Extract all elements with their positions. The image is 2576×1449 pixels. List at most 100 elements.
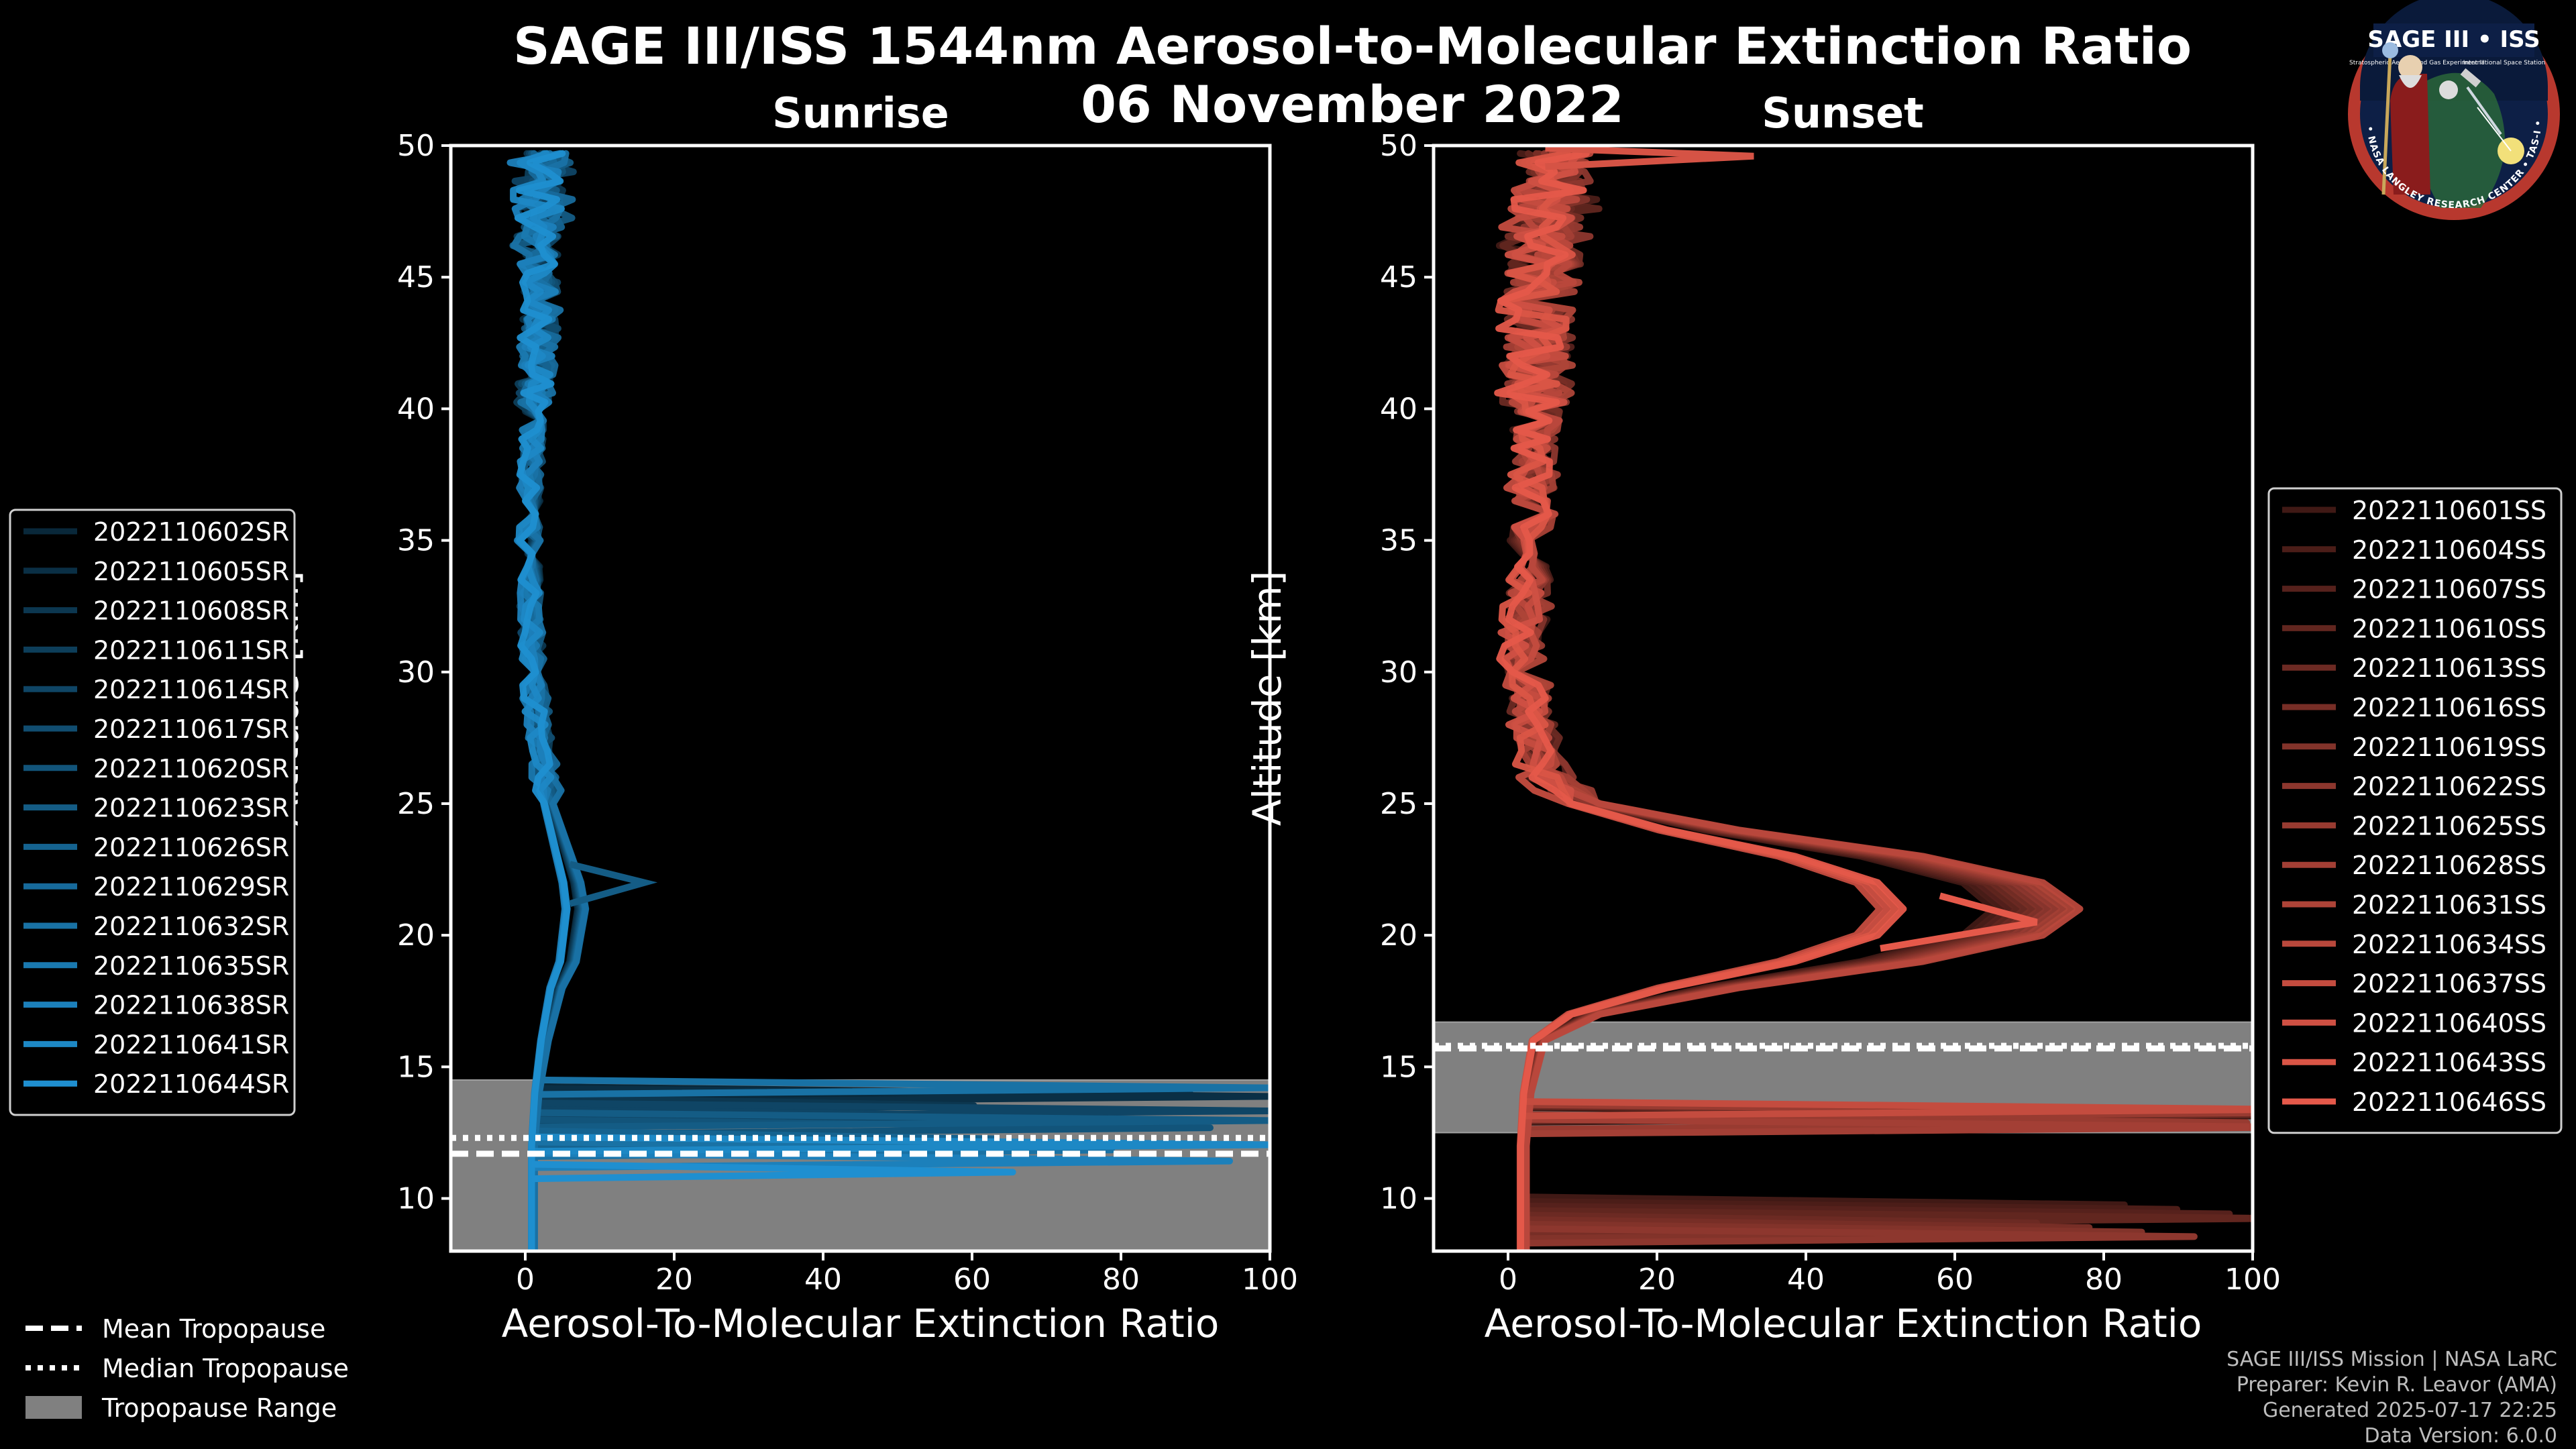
legend-label: 2022110644SR [93,1069,289,1099]
legend-frame [2267,487,2563,1134]
y-tick-label: 20 [1380,918,1417,953]
legend-label: 2022110613SS [2352,653,2546,683]
legend-label: 2022110626SR [93,833,289,862]
legend-label: 2022110601SS [2352,496,2546,525]
median-tropopause-label: Median Tropopause [102,1354,349,1383]
y-tick-label: 40 [397,392,435,426]
legend-label: 2022110632SR [93,912,289,941]
y-tick-label: 20 [397,918,435,953]
y-tick-label: 50 [1380,129,1417,163]
legend-label: 2022110641SR [93,1030,289,1059]
plot-frame [1432,144,2255,1253]
logo-subtext-right: International Space Station [2463,60,2546,66]
x-axis-label: Aerosol-To-Molecular Extinction Ratio [502,1301,1220,1346]
legend-label: 2022110605SR [93,557,289,586]
profile-excursion-2022110619SS-0 [1525,1220,2145,1242]
series-legend: 2022110602SR 2022110605SR 2022110608SR 2022… [9,508,296,1116]
y-tick-label: 30 [397,655,435,690]
y-tick-label: 30 [1380,655,1417,690]
sage-logo: SAGE III • ISS Stratospheric Aerosol and… [2348,0,2560,220]
y-tick-label: 35 [1380,524,1417,558]
y-tick-label: 10 [1380,1182,1417,1216]
x-axis-label: Aerosol-To-Molecular Extinction Ratio [1485,1301,2202,1346]
x-tick-label: 80 [2085,1263,2123,1297]
profile-top-spike [1545,146,1754,170]
legend-label: 2022110635SR [93,951,289,981]
y-tick-label: 25 [1380,787,1417,821]
legend-label: 2022110604SS [2352,535,2546,565]
profile-excursion-2022110628SS-0 [1527,1116,2253,1138]
legend-label: 2022110616SS [2352,693,2546,722]
y-axis-label: Altitude [km] [1244,571,1290,826]
y-tick-label: 35 [397,524,435,558]
x-tick-label: 60 [1936,1263,1974,1297]
profile-peak-spike [569,861,658,907]
plot-frame [449,144,1272,1253]
x-tick-label: 40 [1787,1263,1825,1297]
sunset-panel: 0 20 40 60 80 100 10 15 20 25 30 35 40 45 50 Sunset Aero… [1244,89,2563,1346]
legend-label: 2022110623SR [93,794,289,823]
logo-figure [2390,74,2430,195]
legend-label: 2022110643SS [2352,1048,2546,1077]
profile-2022110644SR [514,150,571,1251]
footer-data-version: Data Version: 6.0.0 [2365,1424,2557,1448]
profile-excursion-2022110632SR-1 [539,1076,1270,1098]
plot-area [451,146,1270,1251]
legend-label: 2022110625SS [2352,811,2546,841]
x-tick-label: 100 [1242,1263,1298,1297]
y-tick-label: 25 [397,787,435,821]
legend-label: 2022110629SR [93,872,289,902]
footer: SAGE III/ISS Mission | NASA LaRC Prepare… [2226,1348,2557,1448]
tropopause-range-label: Tropopause Range [101,1393,337,1423]
figure-title: SAGE III/ISS 1544nm Aerosol-to-Molecular… [513,16,2192,76]
panel-title: Sunrise [772,89,949,138]
tropopause-range-swatch [25,1396,82,1419]
panel-title: Sunset [1762,89,1924,138]
legend-label: 2022110634SS [2352,930,2546,959]
legend-label: 2022110646SS [2352,1087,2546,1117]
x-tick-label: 20 [1638,1263,1676,1297]
y-tick-label: 15 [397,1050,435,1084]
legend-frame [9,508,296,1116]
mean-tropopause-label: Mean Tropopause [102,1314,325,1344]
y-tick-label: 45 [397,260,435,294]
x-tick-label: 0 [1499,1263,1517,1297]
footer-mission: SAGE III/ISS Mission | NASA LaRC [2226,1348,2557,1371]
legend-label: 2022110638SR [93,991,289,1020]
x-tick-label: 40 [804,1263,842,1297]
legend-label: 2022110631SS [2352,890,2546,920]
footer-generated: Generated 2025-07-17 22:25 [2263,1399,2557,1422]
sunrise-panel: 0 20 40 60 80 100 10 15 20 25 30 35 40 45 50 Sunrise Aer… [9,89,1298,1346]
figure-date: 06 November 2022 [1081,74,1624,134]
profile-max-spike [1880,892,2038,952]
x-tick-label: 80 [1102,1263,1140,1297]
legend-label: 2022110608SR [93,596,289,626]
x-tick-label: 60 [953,1263,991,1297]
legend-label: 2022110614SR [93,675,289,704]
y-tick-label: 40 [1380,392,1417,426]
series-legend: 2022110601SS 2022110604SS 2022110607SS 2022… [2267,487,2563,1134]
profile-excursion-2022110623SR-0 [535,1109,1270,1131]
x-tick-label: 100 [2224,1263,2281,1297]
legend-label: 2022110610SS [2352,614,2546,643]
y-tick-label: 15 [1380,1050,1417,1084]
legend-label: 2022110611SR [93,635,289,665]
profile-excursion-2022110637SS-0 [1521,1098,2253,1120]
legend-label: 2022110622SS [2352,772,2546,802]
legend-label: 2022110607SS [2352,575,2546,604]
y-tick-label: 45 [1380,260,1417,294]
legend-label: 2022110637SS [2352,969,2546,999]
legend-label: 2022110619SS [2352,733,2546,762]
x-tick-label: 0 [516,1263,535,1297]
x-tick-label: 20 [655,1263,693,1297]
legend-label: 2022110602SR [93,517,289,547]
profile-excursion-2022110622SS-0 [1525,1225,2198,1247]
footer-preparer: Preparer: Kevin R. Leavor (AMA) [2237,1373,2557,1397]
legend-label: 2022110617SR [93,714,289,744]
tropopause-legend: Mean Tropopause Median Tropopause Tropop… [25,1314,349,1423]
y-tick-label: 10 [397,1182,435,1216]
legend-label: 2022110628SS [2352,851,2546,880]
y-tick-label: 50 [397,129,435,163]
profile-excursion-2022110644SR-0 [531,1161,1016,1183]
